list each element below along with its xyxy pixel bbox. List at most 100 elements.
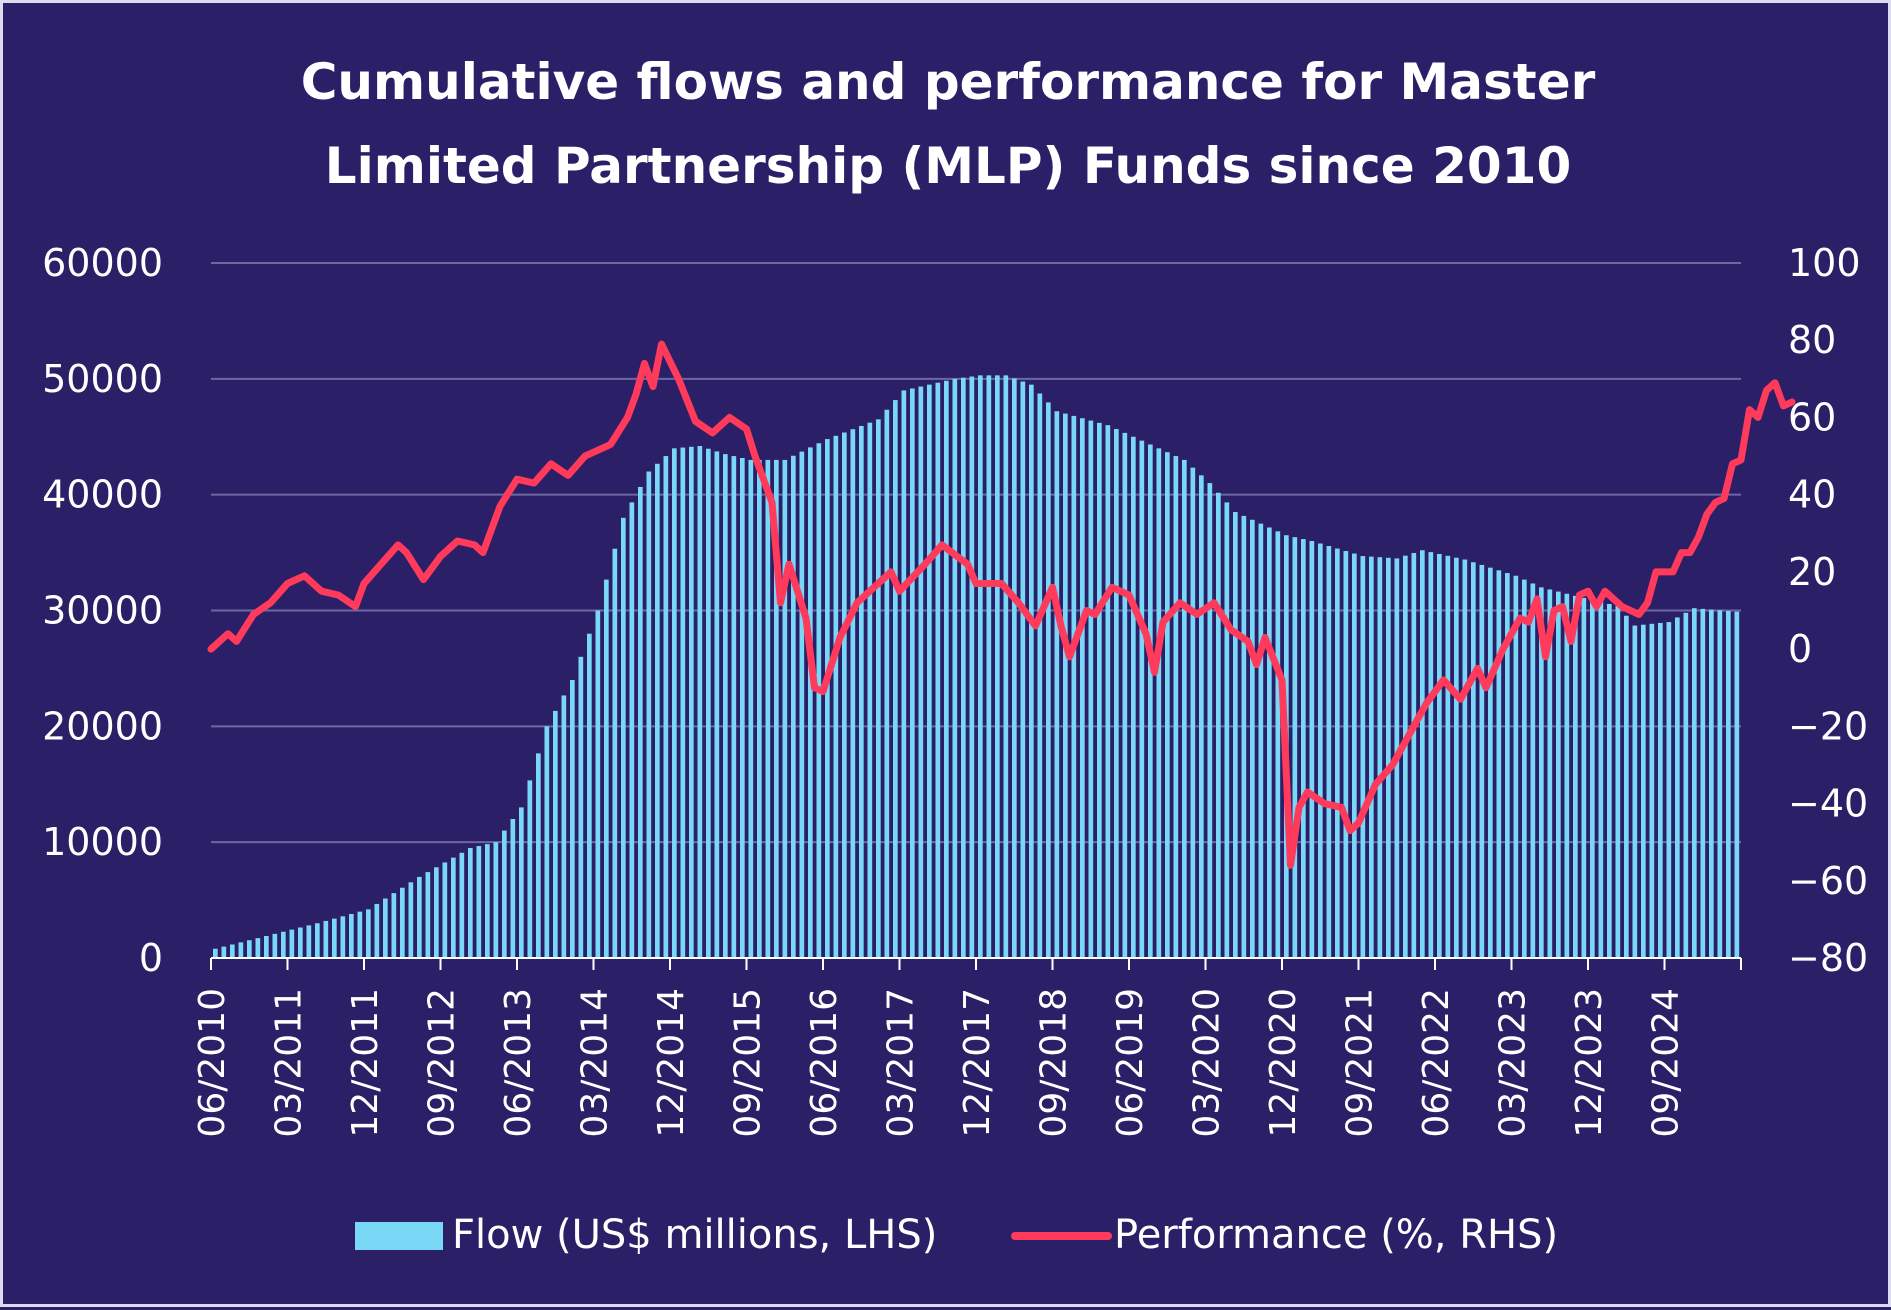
flow-bar <box>1530 583 1536 958</box>
flow-bar <box>1190 467 1196 958</box>
flow-bar <box>740 457 745 958</box>
flow-bar <box>893 400 898 958</box>
flow-bar <box>383 898 388 958</box>
flow-bar <box>1488 567 1493 958</box>
flow-bar <box>680 447 686 958</box>
left-tick-label: 20000 <box>42 704 163 748</box>
flow-bar <box>1114 429 1119 958</box>
flow-bar <box>995 375 1000 958</box>
legend-performance-label: Performance (%, RHS) <box>1114 1212 1558 1258</box>
flow-bar <box>1224 502 1230 958</box>
flow-bar <box>969 376 975 958</box>
flow-bar <box>1437 553 1442 958</box>
flow-bar <box>1071 415 1077 958</box>
right-tick-label: 60 <box>1788 395 1836 439</box>
x-tick-label: 12/2020 <box>1263 988 1304 1138</box>
flow-bar <box>731 456 737 958</box>
right-tick-label: −80 <box>1788 936 1868 980</box>
flow-bar <box>859 425 864 958</box>
flow-bar <box>1454 557 1459 958</box>
flow-bar <box>1173 456 1179 958</box>
flow-bar <box>1624 615 1629 958</box>
flow-bar <box>238 942 244 958</box>
flow-bar <box>366 909 371 958</box>
flow-bar <box>434 867 439 958</box>
flow-bar <box>1573 595 1578 958</box>
flow-bar <box>247 940 252 958</box>
flow-bar <box>1479 564 1485 958</box>
flow-bar <box>1216 492 1221 958</box>
flow-bar <box>1267 527 1272 958</box>
flow-bar <box>1658 622 1663 958</box>
left-tick-label: 40000 <box>42 473 163 517</box>
flow-bar <box>1029 384 1034 958</box>
x-tick-label: 12/2023 <box>1569 988 1610 1138</box>
flow-bar <box>230 944 235 958</box>
flow-bar <box>1343 551 1349 958</box>
flow-bar <box>442 862 448 958</box>
left-tick-label: 0 <box>139 936 163 980</box>
flow-bar <box>1046 402 1051 958</box>
flow-bar <box>663 456 669 958</box>
right-tick-label: −60 <box>1788 859 1868 903</box>
flow-bar <box>1445 555 1451 958</box>
flow-bar <box>1547 589 1553 958</box>
flow-bar <box>1003 375 1009 958</box>
flow-bar <box>791 455 796 958</box>
flow-bar <box>1335 548 1340 958</box>
flow-bar <box>1063 413 1068 958</box>
flow-bar <box>757 459 762 958</box>
flow-bar <box>298 927 303 958</box>
flow-bar <box>604 579 609 958</box>
flow-bar <box>1352 553 1357 958</box>
right-tick-label: 80 <box>1788 318 1836 362</box>
flow-bar <box>1581 597 1587 958</box>
flow-bar <box>876 419 881 958</box>
flow-bar <box>400 887 405 958</box>
left-tick-label: 30000 <box>42 589 163 633</box>
flow-bar <box>340 916 346 958</box>
flow-bar <box>289 929 295 958</box>
flow-bar <box>578 656 584 958</box>
chart-title-line-1: Cumulative flows and performance for Mas… <box>301 53 1596 111</box>
flow-bar <box>782 459 788 958</box>
x-tick-label: 12/2014 <box>651 988 692 1138</box>
flow-bar <box>570 680 575 958</box>
gridlines <box>211 262 1741 844</box>
flow-bar <box>502 830 507 958</box>
flow-bar <box>281 931 286 958</box>
x-tick-label: 06/2019 <box>1110 988 1151 1138</box>
right-tick-label: 40 <box>1788 473 1836 517</box>
flow-bar <box>391 893 397 958</box>
flow-bar <box>1377 557 1383 958</box>
flow-bar <box>587 633 592 958</box>
left-tick-label: 10000 <box>42 820 163 864</box>
flow-bar <box>1709 609 1714 958</box>
flow-bar <box>1564 593 1570 958</box>
x-tick-label: 03/2023 <box>1493 988 1534 1138</box>
flow-bar <box>1411 552 1417 958</box>
flow-bar <box>952 378 958 958</box>
flow-bar <box>374 903 380 958</box>
x-tick-label: 06/2022 <box>1416 988 1457 1138</box>
flow-bar <box>1717 610 1723 958</box>
performance-line-group <box>207 340 1796 869</box>
flow-bar <box>1326 546 1332 958</box>
flow-bar <box>1097 422 1102 959</box>
flow-bar <box>425 872 431 958</box>
flow-bar <box>884 409 890 958</box>
x-axis-ticks: 06/2010 03/2011 12/2011 09/2012 06/2013 03/20… <box>192 958 1742 1138</box>
flow-bar <box>264 935 269 958</box>
flow-bar <box>1522 579 1527 958</box>
flow-bar <box>213 948 218 958</box>
flow-bar <box>468 847 473 958</box>
flow-bar <box>697 446 703 958</box>
right-tick-label: 0 <box>1788 627 1812 671</box>
flow-bar <box>544 726 550 958</box>
flow-bar <box>315 923 320 958</box>
legend-flow-label: Flow (US$ millions, LHS) <box>452 1212 937 1258</box>
flow-bar <box>1182 459 1187 958</box>
flow-bar <box>638 486 643 958</box>
flow-bar <box>1105 425 1111 959</box>
